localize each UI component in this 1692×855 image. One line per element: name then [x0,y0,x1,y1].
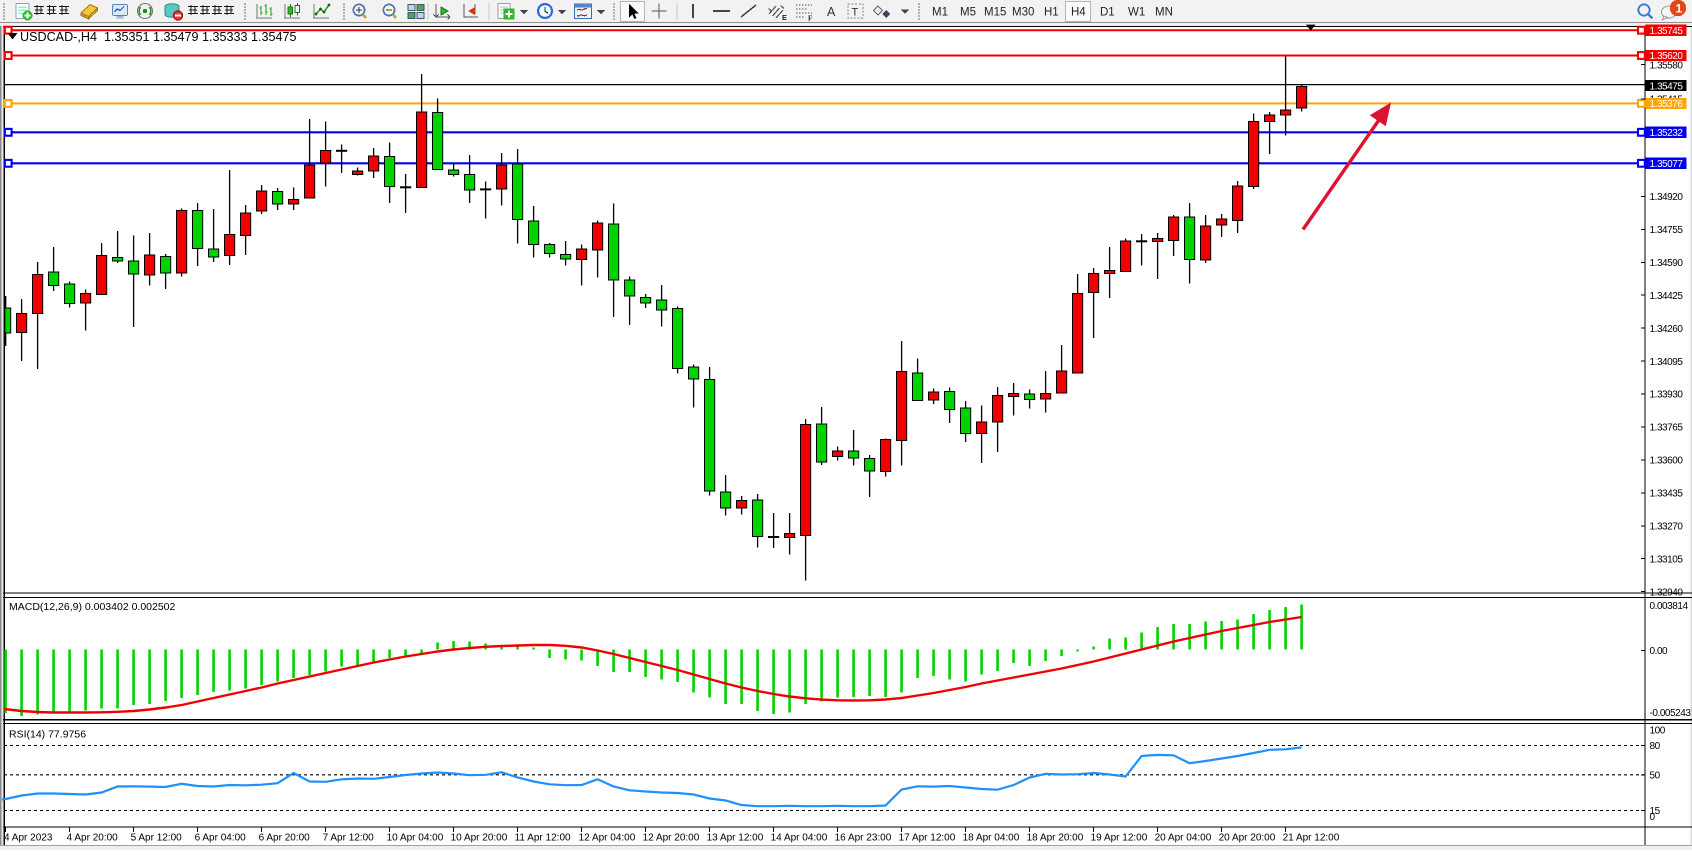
svg-text:F: F [808,15,812,23]
svg-text:5 Apr 12:00: 5 Apr 12:00 [131,833,183,844]
svg-text:6 Apr 20:00: 6 Apr 20:00 [259,833,311,844]
svg-text:MACD(12,26,9) 0.003402 0.00250: MACD(12,26,9) 0.003402 0.002502 [9,601,176,613]
svg-text:USDCAD-,H4 1.35351 1.35479 1.: USDCAD-,H4 1.35351 1.35479 1.35333 1.354… [20,30,297,44]
svg-text:1.34920: 1.34920 [1650,192,1684,203]
svg-text:1.35580: 1.35580 [1650,60,1684,71]
svg-text:20 Apr 04:00: 20 Apr 04:00 [1155,833,1212,844]
svg-text:H4: H4 [1071,7,1086,19]
svg-text:A: A [827,5,836,19]
svg-text:12 Apr 20:00: 12 Apr 20:00 [643,833,700,844]
svg-text:1.33600: 1.33600 [1650,456,1684,467]
svg-text:4 Apr 2023: 4 Apr 2023 [4,833,53,844]
svg-text:1.33930: 1.33930 [1650,390,1684,401]
svg-text:-0.005243: -0.005243 [1650,708,1692,719]
svg-text:1.35376: 1.35376 [1650,99,1684,110]
svg-text:21 Apr 12:00: 21 Apr 12:00 [1283,833,1340,844]
svg-text:RSI(14) 77.9756: RSI(14) 77.9756 [9,729,86,741]
svg-text:M1: M1 [932,7,948,19]
svg-text:1.35745: 1.35745 [1650,26,1684,37]
svg-text:1.34425: 1.34425 [1650,291,1684,302]
svg-text:1.35620: 1.35620 [1650,51,1684,62]
svg-text:H1: H1 [1044,7,1059,19]
svg-text:1.33270: 1.33270 [1650,522,1684,533]
svg-text:50: 50 [1650,770,1661,781]
svg-text:1.32940: 1.32940 [1650,587,1684,598]
svg-text:1.34095: 1.34095 [1650,357,1684,368]
svg-text:0.00: 0.00 [1650,646,1669,657]
svg-text:1: 1 [1676,1,1683,15]
svg-text:1.34590: 1.34590 [1650,258,1684,269]
svg-text:D1: D1 [1100,7,1115,19]
svg-text:MN: MN [1155,7,1173,19]
svg-text:17 Apr 12:00: 17 Apr 12:00 [899,833,956,844]
svg-text:16 Apr 23:00: 16 Apr 23:00 [835,833,892,844]
svg-text:4 Apr 20:00: 4 Apr 20:00 [67,833,119,844]
svg-text:13 Apr 12:00: 13 Apr 12:00 [707,833,764,844]
svg-text:1.35475: 1.35475 [1650,81,1684,92]
svg-text:11 Apr 12:00: 11 Apr 12:00 [515,833,571,844]
svg-text:20 Apr 20:00: 20 Apr 20:00 [1219,833,1276,844]
svg-text:T: T [852,7,859,19]
svg-text:80: 80 [1650,741,1661,752]
svg-text:1.33435: 1.33435 [1650,489,1684,500]
svg-text:19 Apr 12:00: 19 Apr 12:00 [1091,833,1148,844]
svg-text:18 Apr 04:00: 18 Apr 04:00 [963,833,1020,844]
svg-text:M5: M5 [960,7,976,19]
svg-text:1.34755: 1.34755 [1650,225,1684,236]
svg-text:M30: M30 [1012,7,1034,19]
svg-text:15: 15 [1650,806,1661,817]
svg-text:1.35077: 1.35077 [1650,159,1684,170]
svg-text:0.003814: 0.003814 [1650,601,1689,612]
svg-text:1.33105: 1.33105 [1650,554,1684,565]
svg-text:100: 100 [1650,726,1666,737]
svg-text:7 Apr 12:00: 7 Apr 12:00 [323,833,375,844]
svg-text:M15: M15 [984,7,1006,19]
svg-text:18 Apr 20:00: 18 Apr 20:00 [1027,833,1084,844]
svg-text:W1: W1 [1128,7,1145,19]
svg-text:0: 0 [1650,812,1656,823]
svg-text:6 Apr 04:00: 6 Apr 04:00 [195,833,247,844]
svg-text:1.35232: 1.35232 [1650,128,1684,139]
svg-text:E: E [782,13,787,22]
svg-text:1.34260: 1.34260 [1650,324,1684,335]
svg-text:14 Apr 04:00: 14 Apr 04:00 [771,833,828,844]
svg-text:10 Apr 20:00: 10 Apr 20:00 [451,833,508,844]
svg-text:10 Apr 04:00: 10 Apr 04:00 [387,833,444,844]
svg-text:12 Apr 04:00: 12 Apr 04:00 [579,833,636,844]
svg-text:1.33765: 1.33765 [1650,423,1684,434]
